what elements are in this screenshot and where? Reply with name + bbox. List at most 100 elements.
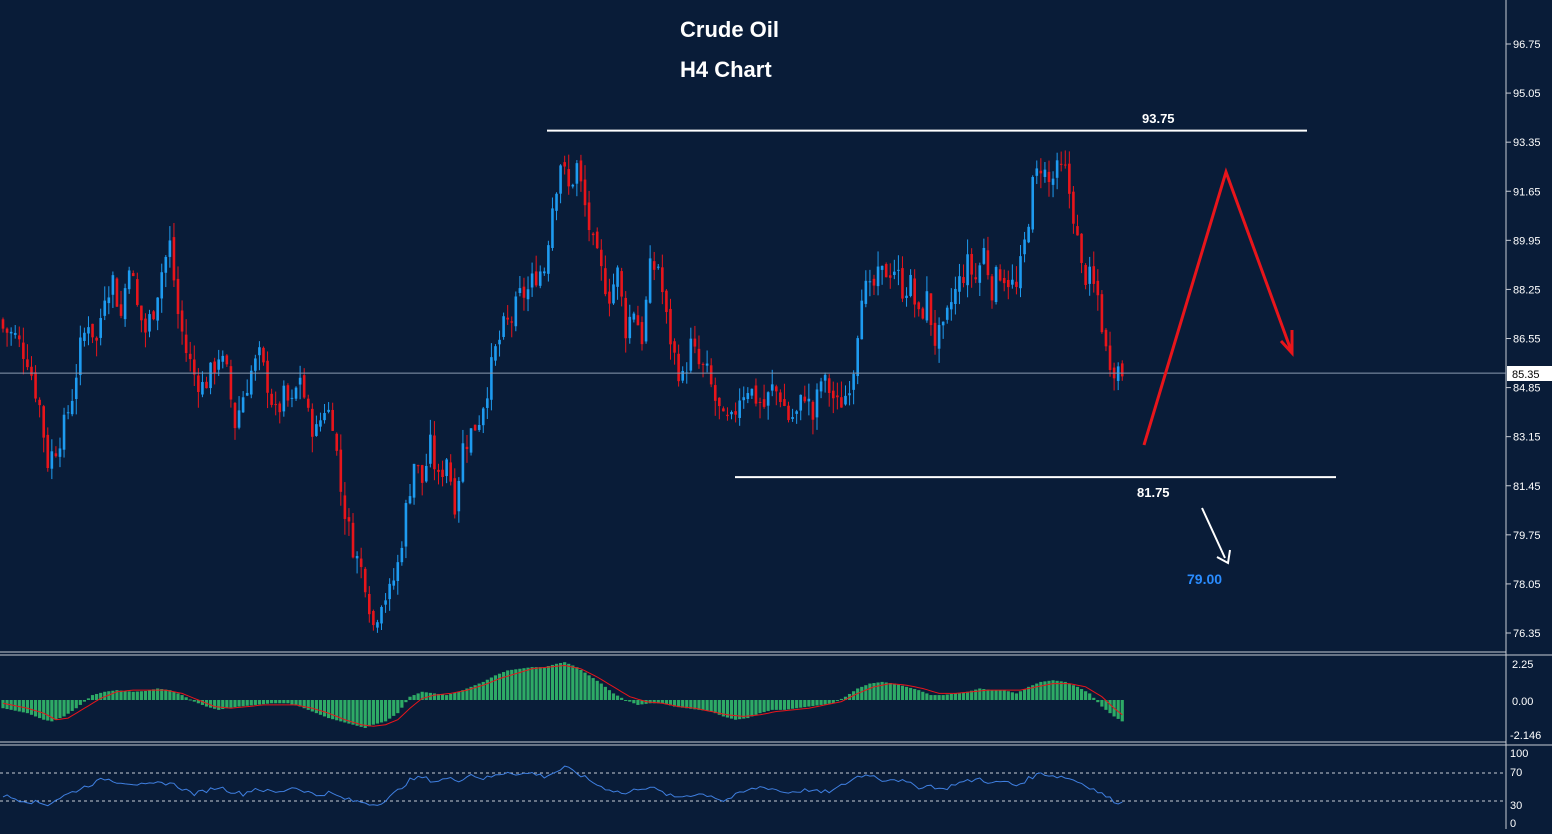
candle-body	[994, 267, 998, 303]
candle-body	[665, 290, 668, 313]
candle-body	[372, 611, 375, 626]
macd-bar	[477, 683, 481, 700]
macd-bar	[347, 700, 351, 724]
candle-body	[827, 378, 831, 393]
macd-bar	[1018, 691, 1023, 700]
candle-body	[192, 359, 196, 375]
candle-body	[424, 465, 428, 482]
candle-body	[420, 465, 424, 483]
macd-bar	[839, 698, 844, 700]
macd-bar	[225, 700, 229, 709]
candle-body	[87, 327, 90, 334]
macd-bar	[184, 697, 188, 700]
macd-bar	[78, 700, 82, 705]
macd-bar	[774, 700, 778, 710]
macd-bar	[62, 700, 66, 717]
macd-bar	[21, 700, 25, 713]
candle-body	[355, 555, 359, 559]
candle-body	[506, 317, 509, 320]
candle-body	[95, 337, 98, 341]
macd-bar	[208, 700, 213, 708]
candle-body	[815, 389, 819, 418]
candle-body	[656, 266, 660, 268]
candle-body	[1055, 160, 1059, 178]
candle-body	[779, 392, 782, 402]
candle-body	[245, 392, 249, 396]
candle-body	[738, 400, 741, 418]
candle-body	[551, 208, 554, 248]
macd-bar	[408, 696, 412, 700]
macd-bar	[1104, 700, 1108, 710]
macd-signal-line	[2, 664, 1123, 727]
price-tick-label: 76.35	[1513, 628, 1541, 640]
candle-body	[669, 308, 672, 345]
macd-bar	[762, 700, 766, 713]
macd-bar	[786, 700, 791, 710]
macd-bar	[489, 677, 493, 700]
macd-bar	[913, 689, 917, 700]
macd-bar	[322, 700, 327, 717]
candle-body	[111, 275, 115, 295]
macd-bar	[310, 700, 314, 712]
macd-bar	[1051, 680, 1055, 700]
macd-bar	[620, 697, 624, 700]
candle-body	[966, 254, 969, 286]
macd-bar	[746, 700, 750, 719]
macd-bar	[1120, 700, 1124, 722]
candle-body	[901, 268, 904, 299]
macd-bar	[473, 685, 477, 700]
candle-body	[893, 271, 896, 276]
macd-bar	[1079, 689, 1084, 700]
candle-body	[184, 334, 188, 354]
candle-body	[136, 279, 139, 305]
macd-bar	[953, 693, 957, 700]
candle-body	[384, 600, 387, 605]
candle-body	[1019, 256, 1022, 289]
macd-bar	[58, 700, 62, 719]
macd-bar	[571, 665, 575, 700]
macd-bar	[86, 698, 91, 700]
candle-body	[376, 622, 379, 628]
candle-body	[514, 296, 518, 327]
price-tick-label: 78.05	[1513, 579, 1541, 591]
candle-body	[534, 271, 538, 286]
macd-bar	[241, 700, 245, 707]
candle-body	[978, 265, 982, 283]
macd-bar	[233, 700, 237, 708]
macd-bar	[697, 700, 701, 710]
candle-body	[998, 269, 1002, 281]
candle-body	[876, 266, 880, 287]
macd-bar	[864, 685, 868, 700]
macd-bar	[518, 668, 522, 700]
macd-bar	[1067, 683, 1071, 700]
macd-tick-bottom: -2.146	[1510, 730, 1541, 742]
price-tick-label: 88.25	[1513, 284, 1541, 296]
macd-bar	[583, 672, 587, 700]
macd-bar	[1010, 692, 1014, 700]
macd-bar	[17, 700, 21, 712]
candle-body	[599, 249, 603, 267]
candle-body	[404, 503, 408, 547]
macd-bar	[33, 700, 38, 717]
macd-bar	[367, 700, 371, 727]
candle-body	[860, 300, 864, 340]
candle-body	[119, 304, 123, 316]
macd-bar	[876, 682, 880, 700]
candle-body	[254, 358, 257, 371]
candle-body	[604, 268, 607, 295]
macd-bar	[335, 700, 339, 721]
macd-bar	[1116, 700, 1120, 719]
macd-bar	[685, 700, 689, 709]
macd-bar	[351, 700, 355, 725]
candle-body	[58, 448, 62, 457]
macd-bar	[339, 700, 343, 722]
candle-body	[697, 348, 701, 365]
forecast-arrow-head	[1279, 330, 1294, 357]
candle-body	[1120, 363, 1124, 377]
candle-body	[770, 384, 774, 391]
macd-bar	[738, 700, 742, 720]
macd-bar	[717, 700, 721, 715]
macd-bar	[961, 692, 966, 700]
candle-body	[46, 434, 50, 468]
candle-body	[473, 424, 477, 431]
